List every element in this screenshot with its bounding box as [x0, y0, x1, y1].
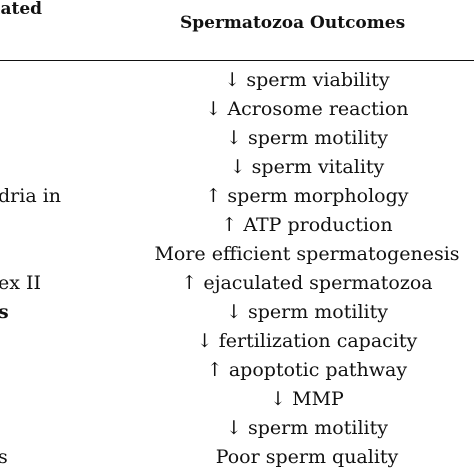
outcome-row: ↓ sperm motility	[226, 127, 388, 149]
left-fragment: s	[0, 446, 8, 468]
header-rule	[0, 60, 474, 61]
outcome-row: ↓ Acrosome reaction	[205, 98, 409, 120]
outcome-row: ↓ sperm vitality	[229, 156, 385, 178]
outcomes-column: ↓ sperm viability ↓ Acrosome reaction ↓ sp…	[140, 66, 474, 472]
outcome-row: ↓ sperm motility	[226, 301, 388, 323]
outcome-row: ↓ fertilization capacity	[196, 330, 418, 352]
outcome-row: ↓ sperm viability	[224, 69, 390, 91]
outcome-row: ↓ MMP	[270, 388, 344, 410]
outcome-row: ↓ sperm motility	[226, 417, 388, 439]
column-header-associated: iated	[0, 0, 43, 19]
column-header-spermatozoa-outcomes: Spermatozoa Outcomes	[180, 13, 406, 33]
left-fragment: ex II	[0, 272, 42, 294]
outcome-row: ↑ ejaculated spermatozoa	[181, 272, 433, 294]
left-fragment: s	[0, 301, 9, 323]
outcome-row: ↑ sperm morphology	[205, 185, 409, 207]
outcome-row: More efficient spermatogenesis	[154, 243, 460, 265]
outcome-row: ↑ apoptotic pathway	[206, 359, 408, 381]
outcome-row: ↑ ATP production	[221, 214, 393, 236]
left-fragment: dria in	[0, 185, 62, 207]
outcome-row: Poor sperm quality	[215, 446, 399, 468]
